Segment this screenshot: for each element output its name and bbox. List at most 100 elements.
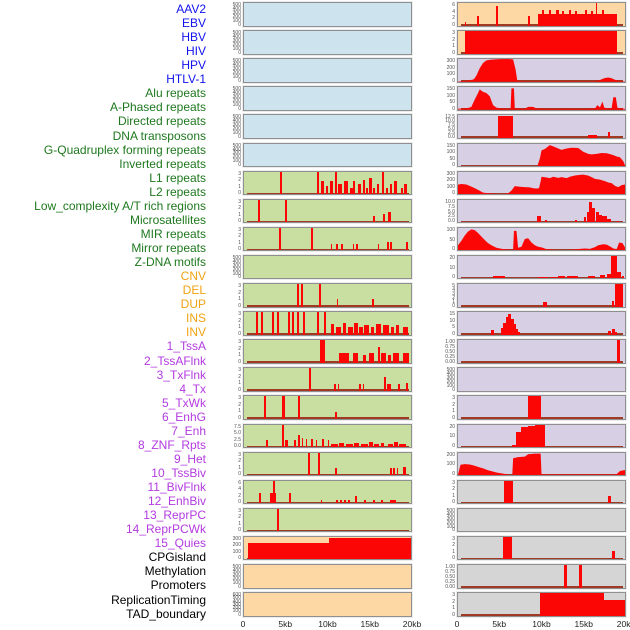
data-bar — [315, 440, 318, 448]
track-label: EBV — [181, 16, 206, 31]
data-bar — [515, 432, 521, 448]
y-tick-label: 6 — [452, 2, 455, 9]
y-tick-label: 0 — [238, 162, 241, 169]
data-bar — [364, 499, 366, 504]
data-bar — [380, 499, 383, 504]
track-label: 1_TssA — [166, 339, 206, 354]
y-tick-label: 0 — [238, 218, 241, 225]
y-tick-label: 0.0 — [448, 218, 455, 225]
data-bar — [387, 443, 393, 448]
data-bar — [464, 31, 618, 54]
track-label: Z-DNA motifs — [134, 255, 206, 270]
data-bar — [399, 443, 406, 448]
data-bar — [340, 243, 343, 251]
data-bar — [330, 324, 335, 335]
track-label: Alu repeats — [145, 86, 206, 101]
y-tick-label: 1 — [452, 408, 455, 415]
data-bar — [569, 10, 572, 26]
data-bar — [579, 565, 582, 588]
data-bar — [300, 284, 303, 307]
data-bar — [347, 326, 353, 335]
data-bar — [339, 442, 345, 448]
track-panel: 0 100 200 300 400 500 — [233, 254, 412, 280]
data-bar — [538, 277, 549, 279]
data-bar — [405, 382, 409, 391]
data-bar — [617, 271, 621, 279]
baseline — [461, 305, 624, 307]
y-tick-label: 200 — [232, 605, 241, 612]
data-bar — [610, 255, 617, 279]
y-tick-label: 300 — [232, 150, 241, 157]
data-bar — [344, 499, 346, 504]
baseline — [247, 333, 410, 335]
baseline — [461, 501, 624, 504]
track-panel: 0 5 10 15 — [449, 311, 626, 336]
y-tick-label: 100 — [232, 130, 241, 137]
track-label: G-Quadruplex forming repeats — [43, 142, 206, 157]
y-tick-label: 0 — [452, 190, 455, 197]
y-tick-label: 3 — [238, 198, 241, 205]
baseline — [461, 361, 624, 363]
y-tick-label: 300 — [232, 38, 241, 44]
y-tick-label: 0 — [238, 274, 241, 281]
y-tick-label: 3 — [452, 395, 455, 402]
y-tick-label: 5 — [452, 324, 455, 331]
data-bar — [397, 383, 400, 391]
data-bar — [602, 216, 608, 223]
y-tick-label: 50 — [449, 155, 455, 162]
data-bar — [496, 5, 499, 26]
track-label: HTLV-1 — [166, 72, 206, 87]
data-bar — [276, 508, 279, 532]
y-tick-label: 200 — [232, 41, 241, 48]
data-bar — [490, 329, 494, 335]
y-tick-label: 200 — [232, 575, 241, 582]
data-bar — [360, 443, 368, 448]
data-bar — [500, 328, 503, 335]
data-bar — [284, 199, 287, 223]
y-tick-label: 0.00 — [445, 358, 455, 365]
track-label: 12_EnhBiv — [147, 494, 206, 509]
data-bar — [319, 284, 322, 307]
data-bar — [359, 326, 363, 335]
data-bar — [377, 346, 381, 363]
data-bar — [592, 208, 595, 223]
data-bar — [539, 593, 605, 616]
track-panel: 0 100 200 — [447, 451, 626, 477]
data-bar — [595, 212, 600, 223]
data-bar — [394, 180, 398, 195]
y-tick-label: 2 — [238, 289, 241, 296]
y-tick-label: 200 — [232, 126, 241, 133]
data-bar — [555, 10, 560, 26]
data-bar — [564, 565, 567, 588]
baseline — [461, 220, 624, 223]
y-tick-label: 2 — [238, 458, 241, 465]
x-axis-tick-label: 15kb — [360, 619, 379, 629]
data-bar — [386, 383, 391, 391]
y-tick-label: 500 — [446, 507, 455, 514]
track-panel: 0 100 200 300 — [233, 535, 412, 561]
data-bar — [394, 441, 398, 448]
y-tick-label: 0 — [452, 302, 455, 309]
y-tick-label: 10.0 — [445, 118, 455, 125]
data-bar — [259, 493, 262, 504]
data-bar — [477, 15, 480, 26]
x-axis-tick-label: 5kb — [492, 619, 507, 629]
track-label: 15_Quies — [154, 536, 206, 551]
y-tick-label: 3 — [238, 367, 241, 374]
data-bar — [543, 302, 548, 307]
y-tick-label: 0 — [238, 611, 241, 618]
track-label: CNV — [180, 269, 206, 284]
track-label: Methylation — [144, 564, 206, 579]
y-tick-label: 0 — [452, 21, 455, 28]
y-tick-label: 200 — [232, 98, 241, 105]
data-bar — [518, 332, 520, 335]
y-tick-label: 1.00 — [445, 339, 455, 346]
track-label: 8_ZNF_Rpts — [137, 437, 206, 452]
y-tick-label: 0.50 — [445, 573, 455, 580]
data-bar — [352, 353, 358, 363]
track-label: MIR repeats — [140, 226, 206, 241]
data-bar — [595, 3, 598, 26]
y-tick-label: 20 — [449, 254, 455, 261]
